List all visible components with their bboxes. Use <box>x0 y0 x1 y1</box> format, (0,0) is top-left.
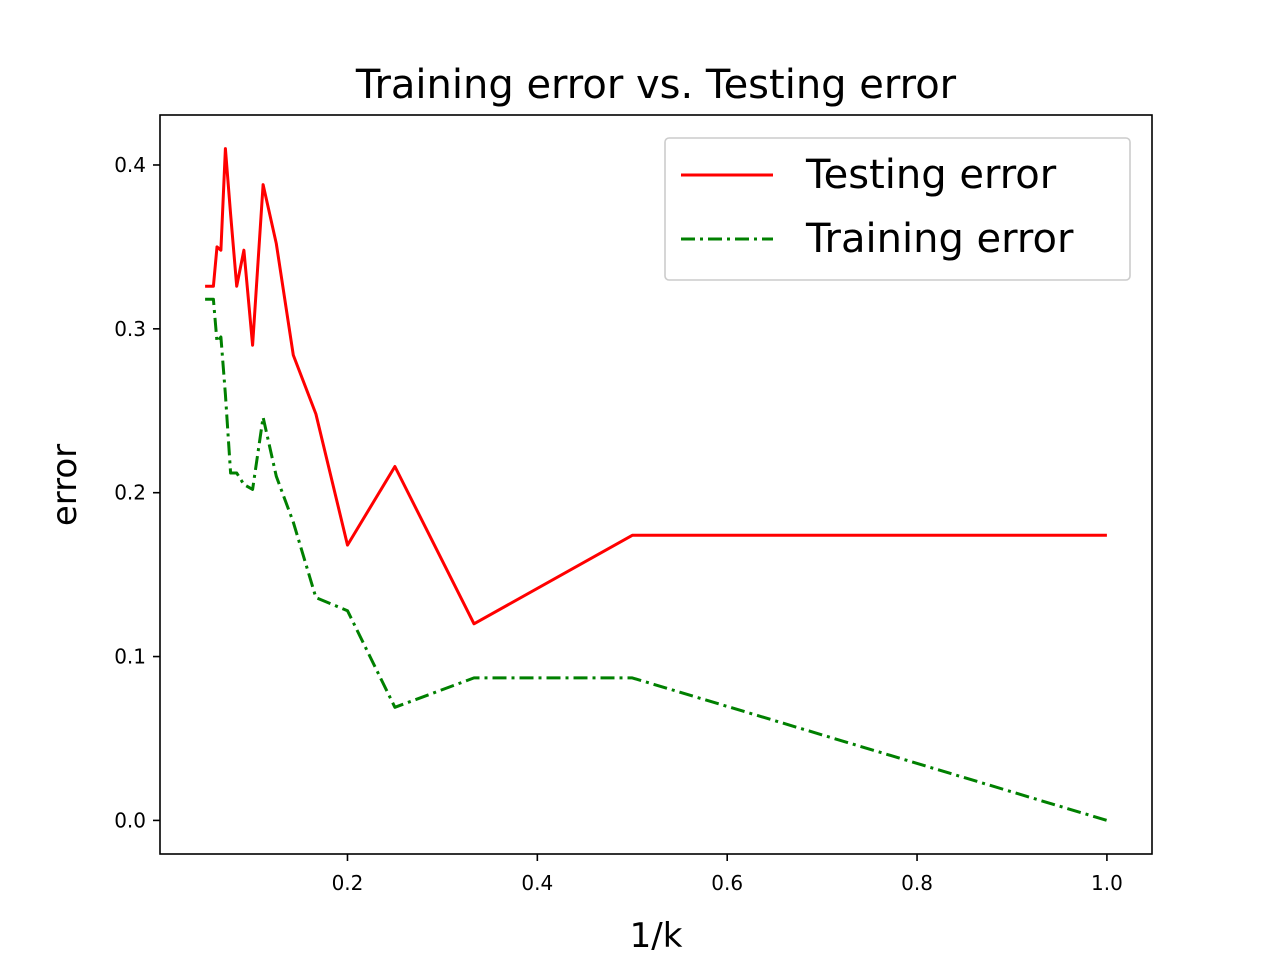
x-tick-label: 0.8 <box>901 871 933 895</box>
legend: Testing error Training error <box>664 137 1131 281</box>
legend-label-training-error: Training error <box>805 216 1074 262</box>
x-tick-label: 0.2 <box>332 871 364 895</box>
series-layer <box>205 147 1108 822</box>
x-axis: 0.2 0.4 0.6 0.8 1.0 <box>332 854 1123 895</box>
x-tick-label: 0.4 <box>521 871 553 895</box>
series-line-testing-error <box>205 147 1107 626</box>
legend-label-testing-error: Testing error <box>805 152 1057 198</box>
y-axis-label: error <box>45 444 85 526</box>
y-tick-label: 0.4 <box>114 153 146 177</box>
plot-frame <box>159 114 1153 855</box>
x-tick-label: 1.0 <box>1091 871 1123 895</box>
y-tick-label: 0.3 <box>114 317 146 341</box>
x-axis-label: 1/k <box>630 916 683 956</box>
y-axis: 0.0 0.1 0.2 0.3 0.4 <box>114 153 160 832</box>
x-tick-label: 0.6 <box>711 871 743 895</box>
y-tick-label: 0.0 <box>114 808 146 832</box>
y-tick-label: 0.2 <box>114 481 146 505</box>
legend-box <box>664 137 1131 281</box>
chart-title: Training error vs. Testing error <box>355 62 957 108</box>
series-line-training-error <box>205 297 1108 822</box>
y-tick-label: 0.1 <box>114 645 146 669</box>
